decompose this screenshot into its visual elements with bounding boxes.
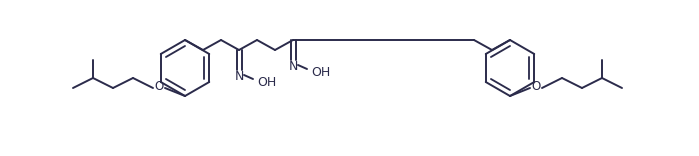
Text: OH: OH bbox=[257, 76, 277, 88]
Text: O: O bbox=[154, 80, 164, 93]
Text: O: O bbox=[531, 80, 540, 93]
Text: N: N bbox=[234, 71, 244, 83]
Text: N: N bbox=[288, 61, 298, 73]
Text: OH: OH bbox=[311, 66, 331, 78]
